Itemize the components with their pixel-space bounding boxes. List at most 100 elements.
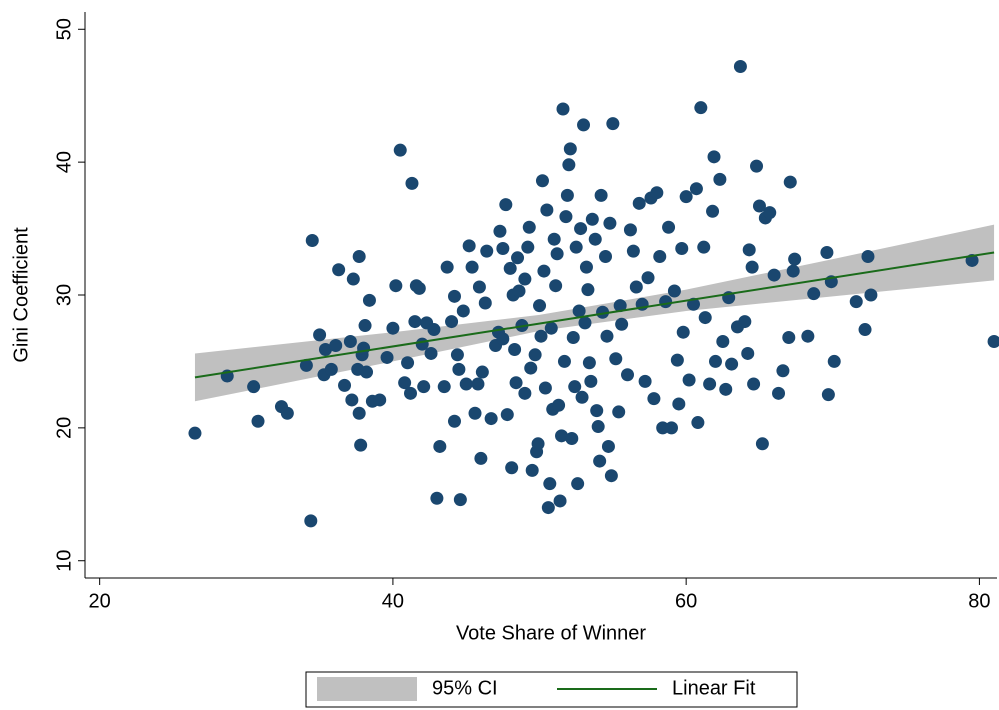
point	[623, 223, 637, 237]
point	[531, 437, 545, 451]
point	[505, 461, 519, 475]
point	[437, 380, 451, 394]
point	[398, 376, 412, 390]
point	[600, 329, 614, 343]
point	[745, 260, 759, 274]
point	[480, 244, 494, 258]
point	[329, 338, 343, 352]
point	[599, 249, 613, 263]
point	[577, 118, 591, 132]
point	[433, 439, 447, 453]
point	[512, 284, 526, 298]
x-tick-label: 60	[675, 590, 697, 612]
y-tick-label: 20	[53, 417, 75, 439]
point	[662, 220, 676, 234]
point	[525, 463, 539, 477]
point	[698, 311, 712, 325]
point	[508, 342, 522, 356]
point	[557, 354, 571, 368]
point	[733, 59, 747, 73]
point	[417, 380, 431, 394]
point	[533, 299, 547, 313]
point	[393, 143, 407, 157]
point	[405, 176, 419, 190]
point	[742, 243, 756, 257]
x-axis-label: Vote Share of Winner	[456, 622, 646, 644]
point	[763, 206, 777, 220]
point	[299, 358, 313, 372]
point	[475, 365, 489, 379]
point	[563, 142, 577, 156]
point	[621, 368, 635, 382]
point	[574, 222, 588, 236]
point	[251, 414, 265, 428]
point	[632, 196, 646, 210]
point	[689, 182, 703, 196]
point	[338, 378, 352, 392]
point	[615, 317, 629, 331]
point	[741, 346, 755, 360]
point	[559, 210, 573, 224]
point	[247, 380, 261, 394]
point	[345, 393, 359, 407]
point	[346, 272, 360, 286]
point	[670, 353, 684, 367]
point	[653, 249, 667, 263]
point	[352, 249, 366, 263]
point	[626, 244, 640, 258]
point	[707, 150, 721, 164]
point	[522, 220, 536, 234]
point	[609, 352, 623, 366]
point	[782, 331, 796, 345]
point	[560, 188, 574, 202]
point	[447, 289, 461, 303]
point	[667, 284, 681, 298]
point	[708, 354, 722, 368]
point	[528, 348, 542, 362]
point	[755, 437, 769, 451]
point	[582, 356, 596, 370]
point	[772, 386, 786, 400]
point	[521, 240, 535, 254]
point	[613, 299, 627, 313]
point	[313, 328, 327, 342]
point	[389, 279, 403, 293]
point	[373, 393, 387, 407]
point	[456, 304, 470, 318]
point	[568, 380, 582, 394]
point	[380, 350, 394, 364]
point	[543, 477, 557, 491]
point	[503, 261, 517, 275]
x-tick-label: 40	[382, 590, 404, 612]
point	[591, 420, 605, 434]
point	[518, 272, 532, 286]
legend-label: 95% CI	[432, 677, 498, 699]
point	[572, 304, 586, 318]
plot-area	[85, 12, 997, 578]
point	[697, 240, 711, 254]
point	[462, 239, 476, 253]
point	[578, 316, 592, 330]
point	[343, 335, 357, 349]
point	[788, 252, 802, 266]
point	[752, 199, 766, 213]
point	[324, 362, 338, 376]
point	[565, 431, 579, 445]
point	[478, 296, 492, 310]
point	[552, 398, 566, 412]
point	[555, 429, 569, 443]
point	[606, 117, 620, 131]
point	[453, 493, 467, 507]
point	[579, 260, 593, 274]
point	[499, 198, 513, 212]
point	[987, 335, 999, 349]
point	[352, 406, 366, 420]
point	[562, 158, 576, 172]
point	[535, 174, 549, 188]
point	[484, 412, 498, 426]
point	[547, 232, 561, 246]
y-axis-label: Gini Coefficient	[10, 227, 32, 363]
point	[716, 335, 730, 349]
point	[447, 414, 461, 428]
